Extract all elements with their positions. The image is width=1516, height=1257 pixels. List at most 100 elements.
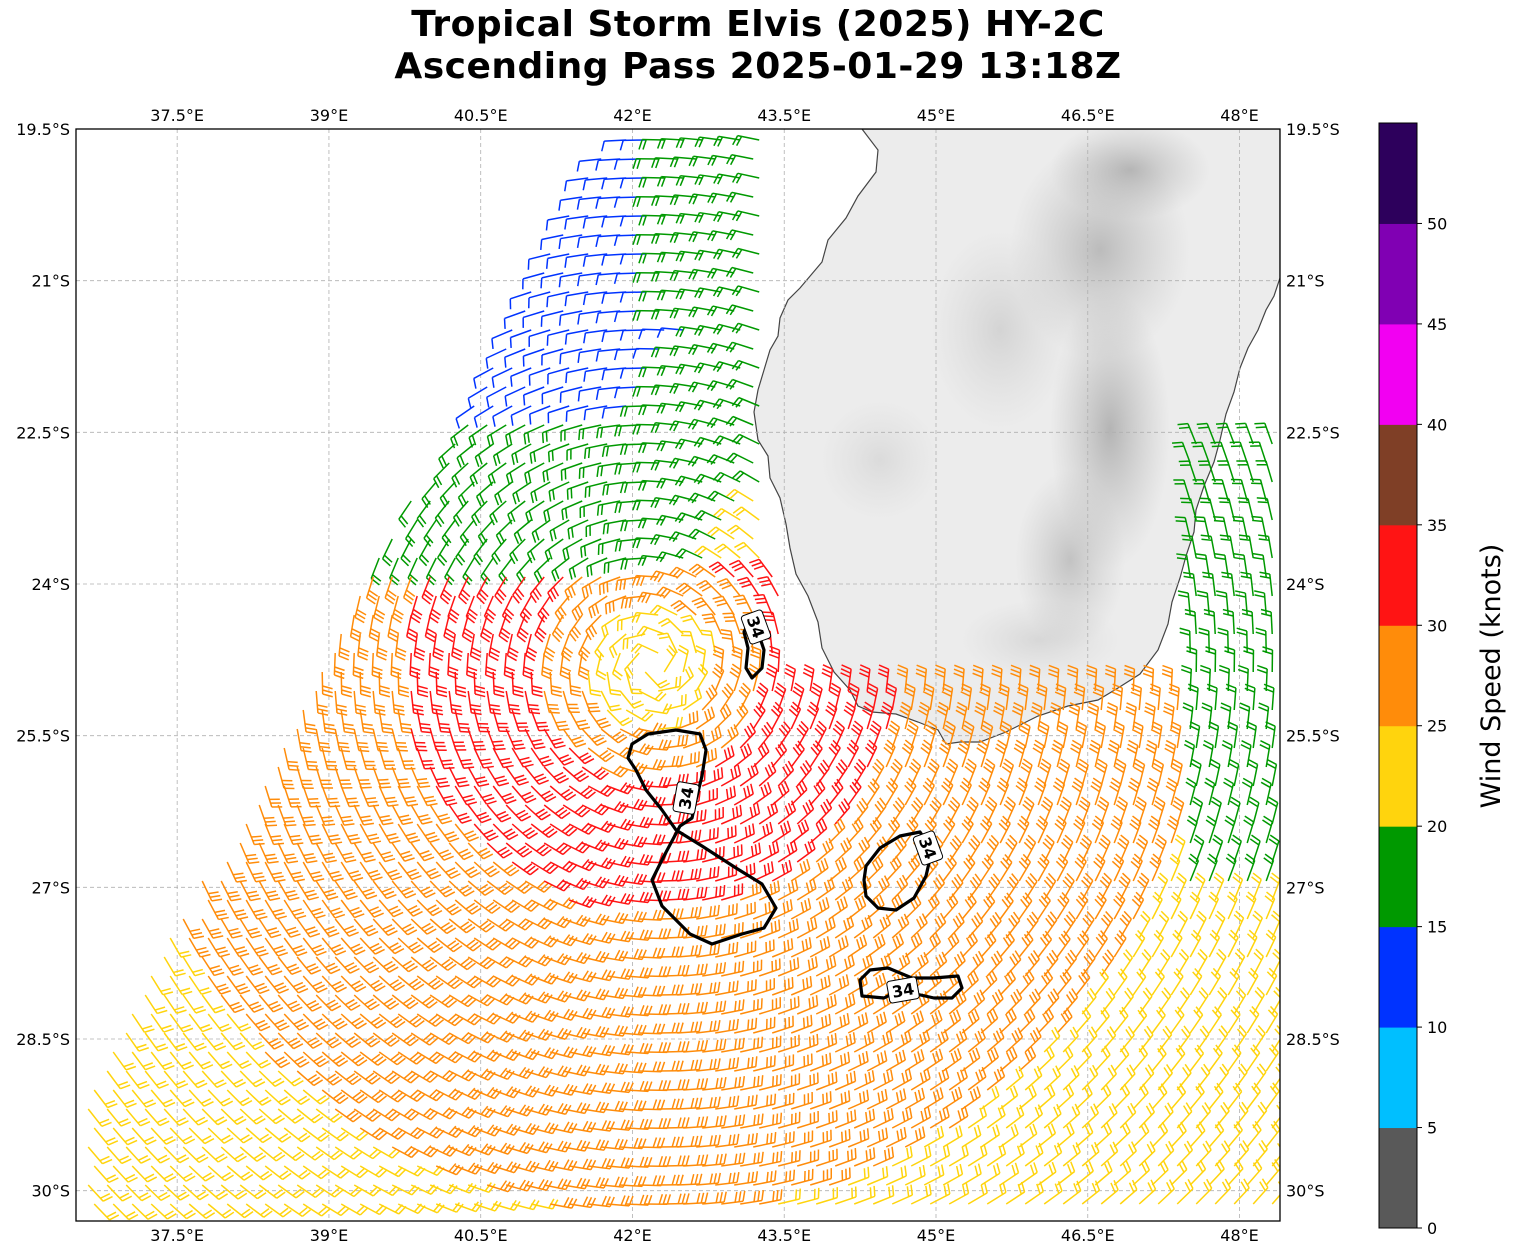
wind-barb — [582, 1063, 610, 1076]
wind-barb — [1201, 702, 1213, 730]
wind-barb — [473, 1124, 502, 1137]
wind-barb — [340, 1165, 369, 1179]
wind-barb — [435, 1051, 464, 1064]
wind-barb — [872, 875, 890, 901]
wind-barb — [486, 1142, 515, 1155]
wind-barb — [687, 381, 716, 393]
wind-barb — [112, 1051, 137, 1071]
wind-barb — [315, 880, 339, 901]
wind-barb — [1132, 1006, 1148, 1034]
wind-barb — [847, 856, 866, 882]
wind-barb — [1176, 1063, 1192, 1091]
wind-barb — [579, 500, 602, 519]
wind-barb — [1131, 721, 1144, 749]
wind-barb — [277, 842, 299, 864]
wind-barb — [505, 424, 526, 446]
wind-barb — [378, 1089, 407, 1103]
wind-barb — [999, 931, 1015, 958]
wind-barb — [1208, 1121, 1225, 1148]
colorbar-tick-50: 50 — [1427, 214, 1447, 233]
wind-barb — [1151, 1160, 1169, 1186]
wind-barb — [1245, 721, 1257, 749]
wind-barb — [713, 507, 741, 521]
wind-barb — [790, 1092, 813, 1110]
wind-barb — [474, 443, 494, 467]
wind-barb — [353, 804, 374, 826]
wind-barb — [677, 983, 703, 996]
wind-barb — [150, 1051, 175, 1071]
wind-barb — [1075, 891, 1089, 920]
wind-barb — [150, 975, 174, 996]
wind-barb — [669, 345, 697, 357]
wind-barb — [715, 1171, 740, 1186]
wind-barb — [948, 1183, 970, 1205]
wind-barb — [904, 1010, 925, 1034]
wind-barb — [505, 1066, 534, 1080]
wind-barb — [576, 272, 602, 287]
wind-barb — [1255, 627, 1267, 654]
wind-barb — [702, 1038, 727, 1053]
lon-tick-label-bottom-3: 42°E — [613, 1226, 651, 1245]
wind-barb — [601, 443, 627, 458]
wind-barb — [494, 576, 507, 605]
wind-barb — [777, 800, 797, 825]
wind-barb — [1153, 796, 1166, 825]
wind-barb — [753, 1132, 777, 1148]
wind-barb — [391, 766, 411, 789]
colorbar-bin-50-55 — [1379, 123, 1417, 224]
wind-barb — [530, 671, 543, 698]
wind-barb — [486, 1180, 515, 1193]
wind-barb — [1137, 872, 1150, 901]
wind-barb — [1094, 720, 1106, 749]
wind-barb — [511, 443, 532, 465]
wind-barb — [1260, 777, 1272, 806]
wind-barb — [713, 248, 741, 260]
wind-barb — [731, 247, 760, 259]
wind-barb — [1100, 987, 1116, 1015]
wind-barb — [512, 481, 532, 505]
wind-barb — [967, 873, 982, 901]
wind-barb — [522, 348, 545, 367]
wind-barb — [1241, 608, 1254, 635]
wind-barb — [923, 893, 940, 920]
colorbar-tick-30: 30 — [1427, 616, 1447, 635]
wind-barb — [714, 785, 737, 806]
wind-barb — [530, 709, 550, 732]
wind-barb — [563, 1064, 591, 1077]
wind-barb — [645, 1042, 672, 1054]
wind-barb — [658, 675, 682, 692]
colorbar-bin-10-15 — [1379, 926, 1417, 1028]
wind-barb — [972, 664, 984, 692]
wind-barb — [372, 842, 396, 863]
wind-barb — [1214, 1025, 1229, 1053]
wind-barb — [542, 462, 564, 483]
wind-barb — [707, 192, 735, 204]
wind-barb — [1212, 834, 1224, 863]
wind-barb — [790, 976, 813, 996]
wind-barb — [296, 1070, 324, 1087]
wind-barb — [740, 1190, 765, 1205]
wind-barb — [712, 398, 741, 410]
wind-barb — [1075, 720, 1088, 749]
wind-barb — [853, 836, 871, 863]
wind-barb — [1265, 1044, 1279, 1072]
wind-barb — [428, 595, 442, 624]
wind-barb — [1005, 1143, 1025, 1167]
wind-barb — [1228, 758, 1240, 787]
wind-barb — [512, 576, 526, 604]
colorbar-bin-5-10 — [1379, 1027, 1417, 1129]
wind-barb — [125, 1032, 149, 1052]
wind-barb — [144, 994, 168, 1015]
wind-barb — [359, 1165, 388, 1178]
wind-barb — [504, 348, 526, 368]
wind-barb — [1018, 1046, 1037, 1072]
wind-barb — [448, 842, 474, 861]
wind-barb — [448, 690, 463, 716]
wind-barb — [683, 1001, 708, 1015]
wind-barb — [1208, 929, 1221, 958]
wind-barb — [1227, 1044, 1242, 1072]
wind-barb — [588, 969, 616, 982]
wind-barb — [283, 975, 309, 994]
wind-barb — [1043, 1142, 1063, 1167]
wind-barb — [467, 1143, 496, 1156]
